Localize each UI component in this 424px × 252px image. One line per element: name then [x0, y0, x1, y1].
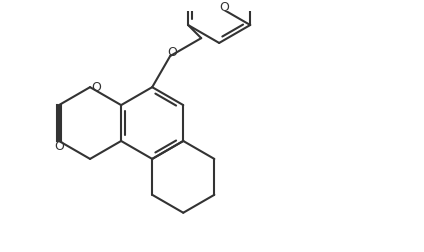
Text: O: O — [167, 46, 177, 59]
Text: O: O — [91, 81, 101, 94]
Text: O: O — [219, 1, 229, 14]
Text: O: O — [54, 140, 64, 153]
